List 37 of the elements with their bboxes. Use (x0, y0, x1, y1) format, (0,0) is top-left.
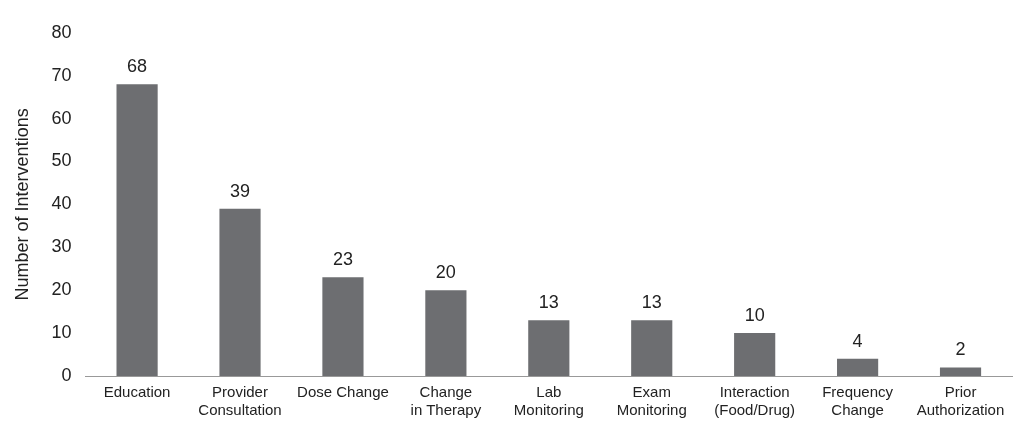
data-label: 13 (641, 292, 662, 313)
x-tick-label: Dose Change (297, 383, 389, 401)
x-tick-label: Interaction (Food/Drug) (714, 383, 796, 419)
y-tick-label: 80 (51, 21, 72, 42)
data-label: 68 (127, 56, 148, 77)
y-tick-label: 70 (51, 64, 72, 85)
bar (116, 84, 158, 376)
y-tick-label: 40 (51, 193, 72, 214)
y-axis-title: Number of Interventions (11, 108, 32, 301)
y-tick-label: 30 (51, 236, 72, 257)
x-tick-label: Exam Monitoring (616, 383, 687, 419)
bar (939, 367, 982, 376)
y-tick-label: 0 (61, 364, 72, 385)
x-tick-label: Provider Consultation (198, 383, 282, 419)
data-label: 39 (230, 180, 251, 201)
data-label: 20 (435, 262, 456, 283)
y-tick-label: 60 (51, 107, 72, 128)
bar (528, 320, 570, 376)
x-tick-label: Change in Therapy (410, 383, 482, 419)
y-tick-label: 50 (51, 150, 72, 171)
bar (734, 333, 776, 376)
y-tick-label: 20 (51, 279, 72, 300)
data-label: 10 (744, 305, 765, 326)
x-tick-label: Education (103, 383, 171, 401)
data-label: 13 (538, 292, 559, 313)
data-label: 4 (852, 330, 863, 351)
bar (322, 277, 364, 376)
x-tick-label: Lab Monitoring (513, 383, 584, 419)
bar (219, 208, 261, 376)
x-tick-label: Prior Authorization (916, 383, 1005, 419)
data-label: 2 (955, 339, 966, 360)
bar (425, 290, 467, 376)
bar (837, 358, 879, 376)
bar (631, 320, 673, 376)
data-label: 23 (332, 249, 353, 270)
y-tick-label: 10 (51, 322, 72, 343)
x-tick-label: Frequency Change (822, 383, 894, 419)
